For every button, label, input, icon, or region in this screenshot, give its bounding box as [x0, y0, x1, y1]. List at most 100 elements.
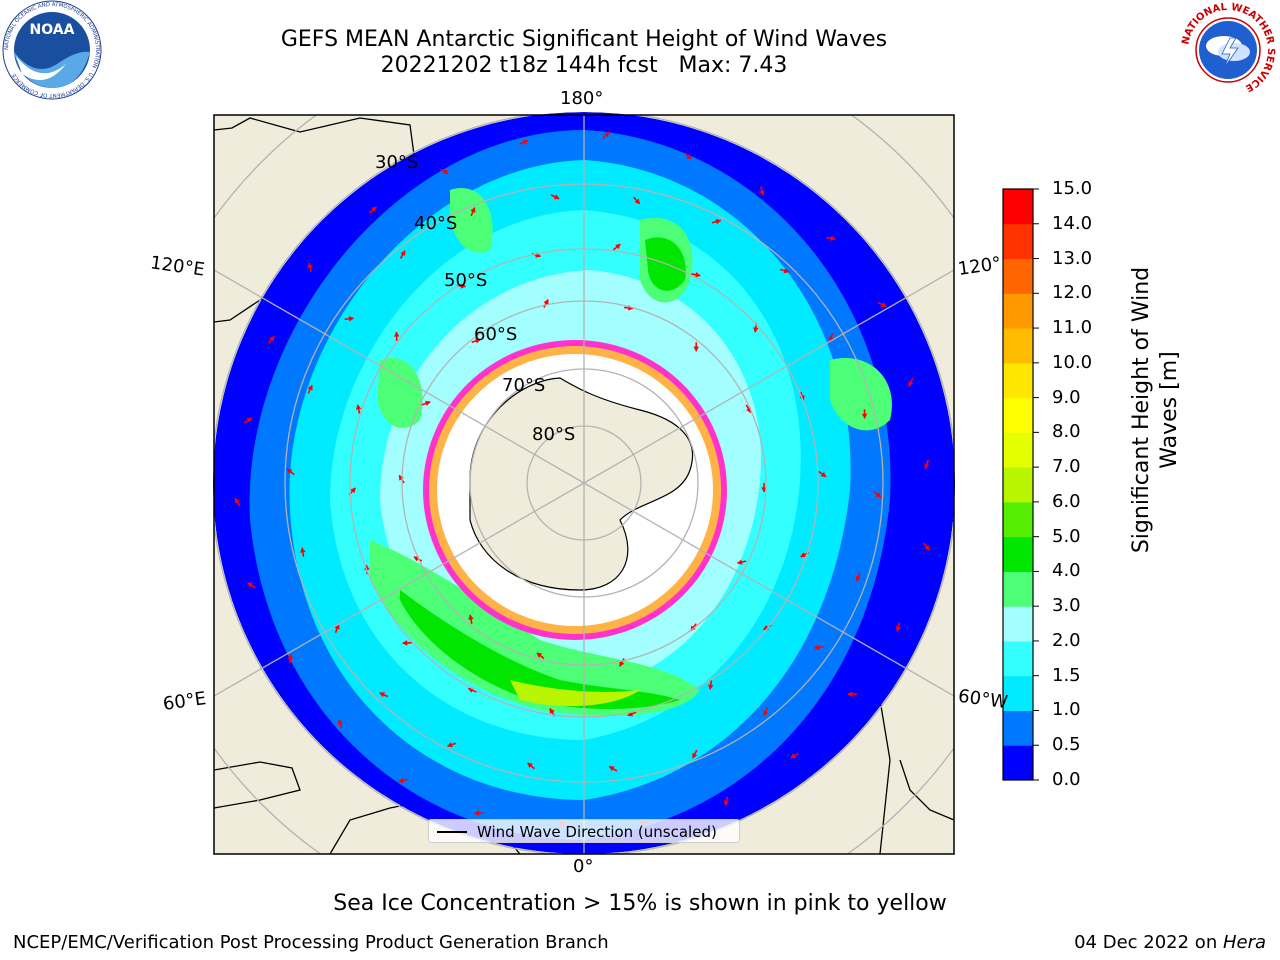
colorbar-tick-label: 2.0	[1052, 629, 1081, 651]
wind-arrow-head	[536, 652, 543, 658]
wind-arrow-head	[522, 139, 529, 145]
wind-arrow-head	[686, 153, 692, 160]
wind-arrow-head	[246, 417, 253, 423]
colorbar-segment	[1003, 362, 1033, 399]
colorbar-frame	[1002, 188, 1034, 781]
colorbar-segment	[1003, 571, 1033, 607]
wind-arrow-head	[753, 327, 759, 333]
footer-host: Hera	[1222, 932, 1266, 953]
wind-arrow-head	[446, 741, 453, 748]
wind-arrow-head	[634, 198, 641, 205]
colorbar-segment	[1003, 293, 1033, 329]
colorbar-tick-label: 6.0	[1052, 490, 1081, 512]
wind-arrow-head	[924, 544, 930, 551]
wind-arrow-head	[371, 206, 377, 213]
wind-arrow-head	[402, 640, 408, 646]
colorbar-segment	[1003, 675, 1033, 711]
wind-arrow-head	[307, 384, 313, 391]
wind-arrow-head	[875, 492, 882, 498]
colorbar-segment	[1003, 432, 1033, 468]
wind-arrow-head	[543, 299, 549, 305]
wind-arrow-head	[527, 762, 533, 769]
wind-arrow-head	[924, 463, 930, 470]
wind-arrow-head	[269, 335, 275, 342]
wind-arrow-head	[355, 404, 362, 410]
colorbar-tick-label: 1.0	[1052, 699, 1081, 721]
wind-arrow-head	[695, 271, 701, 278]
wind-arrow-head	[300, 547, 306, 553]
wind-arrow-head	[286, 468, 293, 474]
wind-arrow-head	[783, 267, 790, 274]
colorbar-tick-label: 0.0	[1052, 769, 1081, 790]
wind-arrow-head	[880, 301, 887, 308]
noaa-logo-text: NOAA	[30, 22, 75, 38]
legend-label: Wind Wave Direction (unscaled)	[477, 823, 717, 841]
sea-ice-note: Sea Ice Concentration > 15% is shown in …	[333, 891, 947, 916]
colorbar-tick-label: 9.0	[1052, 386, 1081, 408]
wind-arrow-head	[800, 552, 807, 558]
wind-arrow-head	[603, 131, 610, 138]
colorbar-tick-label: 13.0	[1052, 247, 1093, 269]
colorbar-segment	[1003, 536, 1033, 572]
wind-arrow-head	[470, 207, 476, 213]
wind-arrow-head	[468, 614, 474, 620]
colorbar-segment	[1003, 501, 1033, 538]
wave-field	[213, 112, 955, 854]
wind-arrow-head	[473, 810, 480, 816]
lon-label-0: 0°	[573, 856, 594, 877]
wind-arrow-head	[820, 471, 827, 478]
wind-arrow-head	[759, 189, 765, 196]
wind-arrow-head	[692, 752, 698, 759]
wind-arrow-head	[736, 559, 743, 565]
colorbar-segment	[1003, 223, 1033, 260]
wind-arrow-head	[398, 777, 404, 784]
wind-arrow-head	[424, 400, 431, 407]
colorbar-tick-label: 7.0	[1052, 456, 1081, 478]
wind-arrow-head	[615, 243, 621, 250]
graticule	[214, 115, 954, 854]
colorbar-segment	[1003, 467, 1033, 503]
colorbar-tick-label: 4.0	[1052, 560, 1081, 582]
footer-credit: NCEP/EMC/Verification Post Processing Pr…	[13, 932, 609, 953]
wind-arrow-head	[763, 710, 769, 717]
noaa-logo: NOAA NATIONAL OCEANIC AND ATMOSPHERIC AD…	[2, 0, 102, 100]
wind-arrow-head	[790, 753, 797, 759]
wind-arrow-head	[715, 218, 722, 225]
wind-arrow-head	[895, 626, 902, 632]
wind-arrow-head	[307, 262, 313, 269]
wind-arrow-head	[379, 692, 386, 698]
colorbar-segment	[1003, 328, 1033, 364]
chart-title: GEFS MEAN Antarctic Significant Height o…	[280, 27, 888, 52]
lat-label-40s: 40°S	[414, 213, 458, 234]
wind-arrow-head	[847, 691, 853, 697]
lat-label-80s: 80°S	[532, 424, 576, 445]
colorbar-tick-label: 5.0	[1052, 525, 1081, 547]
colorbar-segment	[1003, 710, 1033, 746]
colorbar-tick-label: 14.0	[1052, 212, 1093, 234]
legend-line-sample	[437, 831, 467, 833]
colorbar-segment	[1003, 397, 1033, 433]
colorbar-label-line1: Significant Height of Wind	[1129, 266, 1154, 554]
colorbar-segment	[1003, 258, 1033, 294]
colorbar-tick-label: 15.0	[1052, 178, 1093, 199]
colorbar-tick-label: 10.0	[1052, 351, 1093, 373]
wind-arrow-head	[627, 711, 634, 717]
colorbar-tick-label: 1.5	[1052, 664, 1081, 686]
lat-label-30s: 30°S	[375, 152, 419, 173]
wind-arrow-head	[608, 766, 615, 772]
wind-arrow-head	[619, 660, 625, 667]
wind-arrow-head	[460, 283, 467, 289]
colorbar-tick-label: 8.0	[1052, 421, 1081, 443]
map-frame	[213, 114, 955, 855]
colorbar-tick-label: 11.0	[1052, 317, 1093, 339]
wind-arrow-head	[287, 653, 294, 660]
wind-arrow-head	[855, 575, 862, 582]
colorbar-segment	[1003, 745, 1033, 781]
wind-arrow-head	[400, 250, 406, 257]
colorbar-tick-label: 12.0	[1052, 282, 1093, 304]
nws-logo: NATIONAL WEATHER SERVICE	[1180, 2, 1276, 98]
wind-arrow-head	[553, 194, 560, 200]
footer-date: 04 Dec 2022 on Hera	[1074, 932, 1266, 954]
wind-arrow-head	[393, 331, 400, 337]
